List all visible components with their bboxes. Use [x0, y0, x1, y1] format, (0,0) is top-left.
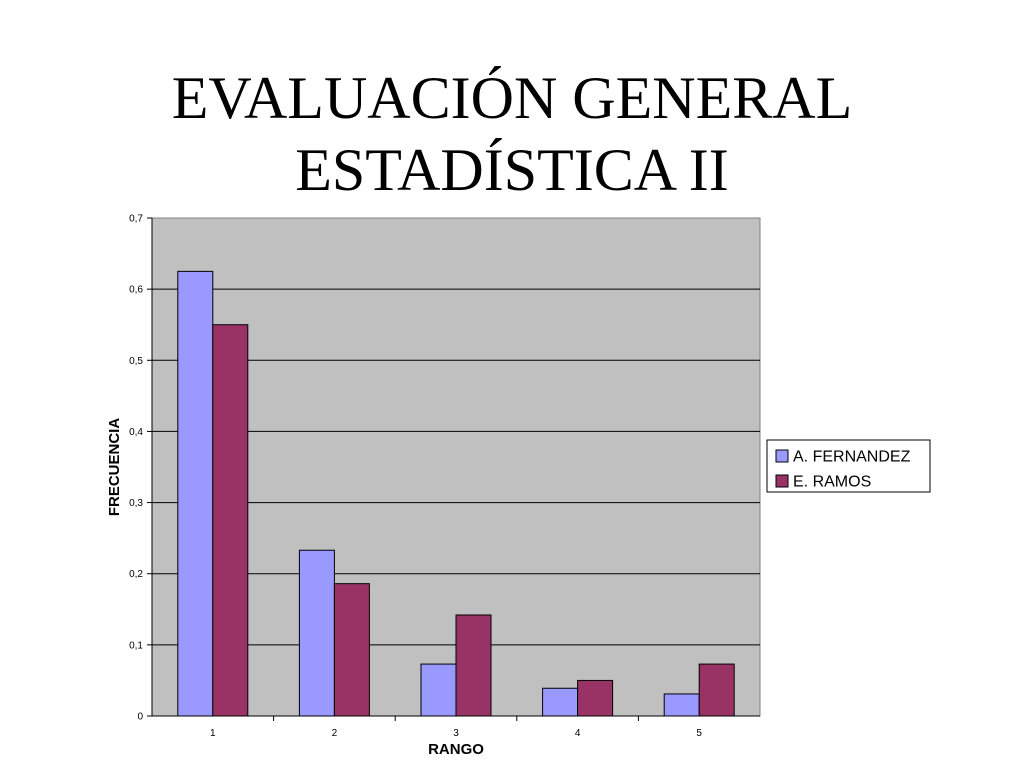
legend-label: A. FERNANDEZ: [793, 449, 911, 466]
bar: [663, 693, 700, 717]
legend: A. FERNANDEZ E. RAMOS: [766, 439, 931, 493]
x-tick-label: 2: [332, 728, 338, 739]
bar: [298, 549, 335, 717]
gridlines: [152, 288, 760, 646]
slide-title-line-2: ESTADÍSTICA II: [295, 137, 729, 203]
x-tick-label: 1: [210, 728, 216, 739]
legend-label: E. RAMOS: [793, 474, 871, 491]
bar: [333, 583, 370, 717]
legend-box: [766, 439, 931, 493]
bar: [577, 679, 614, 717]
x-tick-label: 5: [696, 728, 702, 739]
bar: [698, 663, 735, 717]
bar: [455, 614, 492, 717]
y-tick-label: 0,2: [129, 569, 143, 580]
x-tick-label: 3: [453, 728, 459, 739]
y-axis-title: FRECUENCIA: [106, 418, 123, 517]
bar: [542, 687, 579, 717]
y-tick-label: 0,5: [129, 356, 143, 367]
axes: 0 0,1 0,2 0,3 0,4 0,5 0,6 0,7 1 2 3 4 5: [129, 214, 760, 739]
bar: [177, 270, 214, 717]
bars: [177, 270, 735, 717]
legend-swatch: [775, 474, 789, 488]
slide-title-line-1: EVALUACIÓN GENERAL: [171, 65, 853, 131]
x-tick-label: 4: [575, 728, 581, 739]
bar: [420, 663, 457, 717]
bar: [212, 324, 249, 717]
y-tick-label: 0,7: [129, 214, 143, 225]
y-tick-label: 0,1: [129, 640, 143, 651]
y-tick-label: 0,6: [129, 285, 143, 296]
legend-swatch: [775, 449, 789, 463]
x-axis-title: RANGO: [428, 741, 484, 758]
y-tick-label: 0,3: [129, 498, 143, 509]
slide-title: EVALUACIÓN GENERAL ESTADÍSTICA II: [0, 62, 1024, 206]
y-tick-label: 0,4: [129, 427, 143, 438]
y-tick-label: 0: [137, 712, 143, 723]
